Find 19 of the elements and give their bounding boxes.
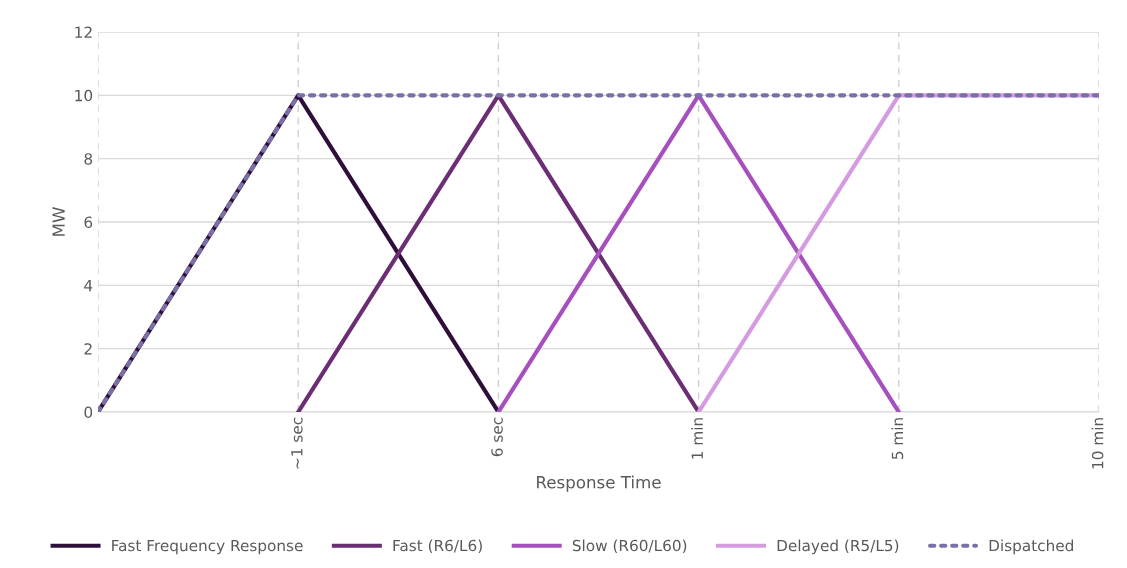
- y-tick-label: 10: [75, 89, 93, 102]
- x-axis-title: Response Time: [537, 475, 661, 492]
- legend-label: Fast (R6/L6): [393, 539, 482, 554]
- legend-label: Fast Frequency Response: [112, 539, 303, 555]
- y-tick-label: 4: [84, 280, 93, 292]
- legend-label: Delayed (R5/L5): [777, 539, 899, 555]
- y-tick-label: 2: [84, 343, 92, 355]
- x-tick-label: 6 sec: [491, 417, 503, 457]
- y-tick-label: 6: [84, 216, 93, 229]
- x-tick-label: ~1 sec: [291, 417, 303, 469]
- legend-label: Dispatched: [989, 539, 1073, 555]
- y-tick-label: 8: [84, 153, 93, 165]
- legend-label: Slow (R60/L60): [572, 539, 687, 554]
- x-tick-label: 5 min: [891, 418, 904, 460]
- y-tick-label: 12: [75, 26, 92, 38]
- x-tick-label: 1 min: [691, 418, 703, 459]
- y-axis-title: MW: [52, 207, 65, 236]
- y-tick-label: 0: [84, 406, 93, 419]
- x-tick-label: 10 min: [1091, 418, 1104, 469]
